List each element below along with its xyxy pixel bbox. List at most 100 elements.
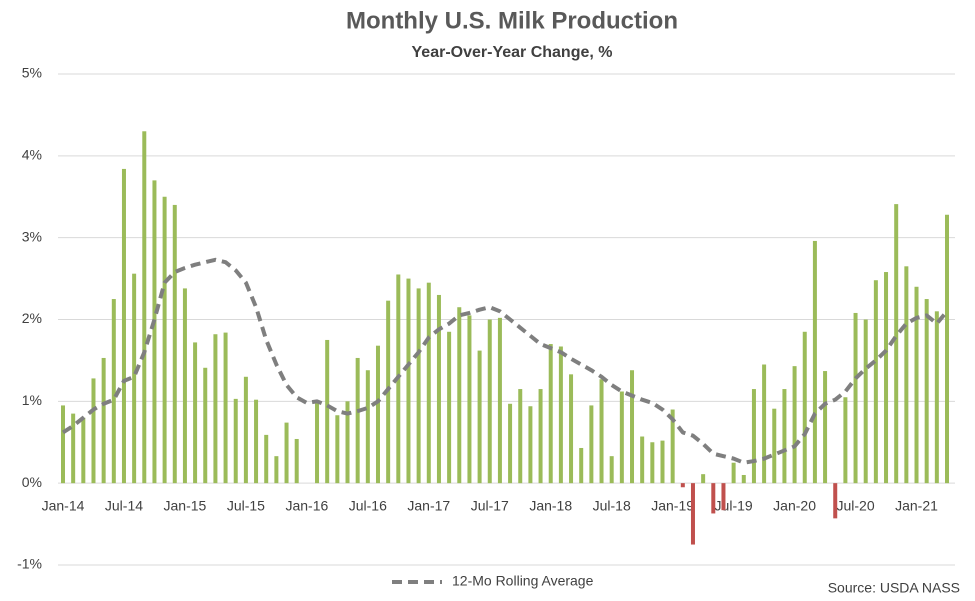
bar [894,204,899,484]
bar [863,319,868,484]
y-tick-label: 5% [22,65,42,81]
bar [132,273,137,484]
source-note: Source: USDA NASS [828,580,960,596]
bar [792,366,797,484]
bar [538,389,543,484]
bar [873,280,878,484]
x-tick-label: Jan-14 [42,498,85,514]
bar [670,409,675,484]
bar [101,357,106,484]
bar [182,288,187,484]
bar [599,379,604,484]
bar [203,367,208,484]
bar [721,483,726,511]
x-tick-label: Jul-16 [349,498,387,514]
bar [254,399,259,484]
x-tick-label: Jul-19 [715,498,753,514]
x-tick-label: Jul-17 [471,498,509,514]
x-tick-label: Jan-17 [407,498,450,514]
bar [731,462,736,484]
bar [508,403,513,484]
bar [416,288,421,484]
bar [518,389,523,484]
bar [589,405,594,484]
y-tick-label: -1% [17,556,42,572]
x-tick-label: Jan-18 [529,498,572,514]
bar [701,474,706,484]
bar [325,339,330,484]
bar [152,180,157,484]
bar [355,357,360,484]
bar [558,346,563,484]
x-tick-label: Jul-18 [593,498,631,514]
bar [924,299,929,484]
bar [71,413,76,484]
x-tick-label: Jan-19 [651,498,694,514]
bar [172,204,177,484]
y-tick-label: 4% [22,147,42,163]
chart-subtitle: Year-Over-Year Change, % [412,44,613,61]
x-tick-label: Jul-15 [227,498,265,514]
bar [436,294,441,484]
bar [528,406,533,484]
bar [680,483,685,488]
bar [91,378,96,484]
bar [315,401,320,484]
y-tick-label: 2% [22,310,42,326]
bar [650,442,655,484]
bar [345,401,350,484]
bar [365,370,370,484]
x-tick-label: Jan-15 [164,498,207,514]
bar [690,483,695,545]
bar [741,474,746,484]
bar [569,374,574,484]
rolling-average-line [61,257,949,465]
bar [467,315,472,484]
bar [640,436,645,484]
bar [630,370,635,484]
bar [934,311,939,484]
bar [375,345,380,484]
bar [782,389,787,484]
x-tick-label: Jan-20 [773,498,816,514]
bar [609,456,614,484]
bar [284,422,289,484]
y-tick-label: 1% [22,392,42,408]
bar [579,447,584,484]
bar [884,272,889,484]
bar [274,456,279,484]
bar [335,415,340,484]
bar [294,438,299,484]
bar [914,286,919,484]
bar [853,312,858,484]
bar [61,405,65,484]
bar [751,389,756,484]
legend-label: 12-Mo Rolling Average [452,573,594,589]
bar [142,131,147,484]
bar [406,278,411,484]
x-tick-label: Jul-20 [836,498,874,514]
bar [162,196,167,484]
bar [213,334,218,484]
bar [477,350,482,484]
chart-title: Monthly U.S. Milk Production [346,7,678,34]
bar [457,307,462,484]
bar [426,282,431,484]
bar [945,214,949,484]
bar [233,398,238,484]
bar [447,331,452,484]
bar [223,332,228,484]
bar [904,266,909,484]
bar [497,317,502,484]
x-tick-label: Jul-14 [105,498,143,514]
bar [660,440,665,484]
bar [111,299,116,484]
y-tick-label: 3% [22,228,42,244]
bar [81,417,86,484]
bar [843,397,848,484]
bar [487,319,492,484]
bar [264,434,269,484]
bar [833,483,838,519]
bar [823,371,828,484]
